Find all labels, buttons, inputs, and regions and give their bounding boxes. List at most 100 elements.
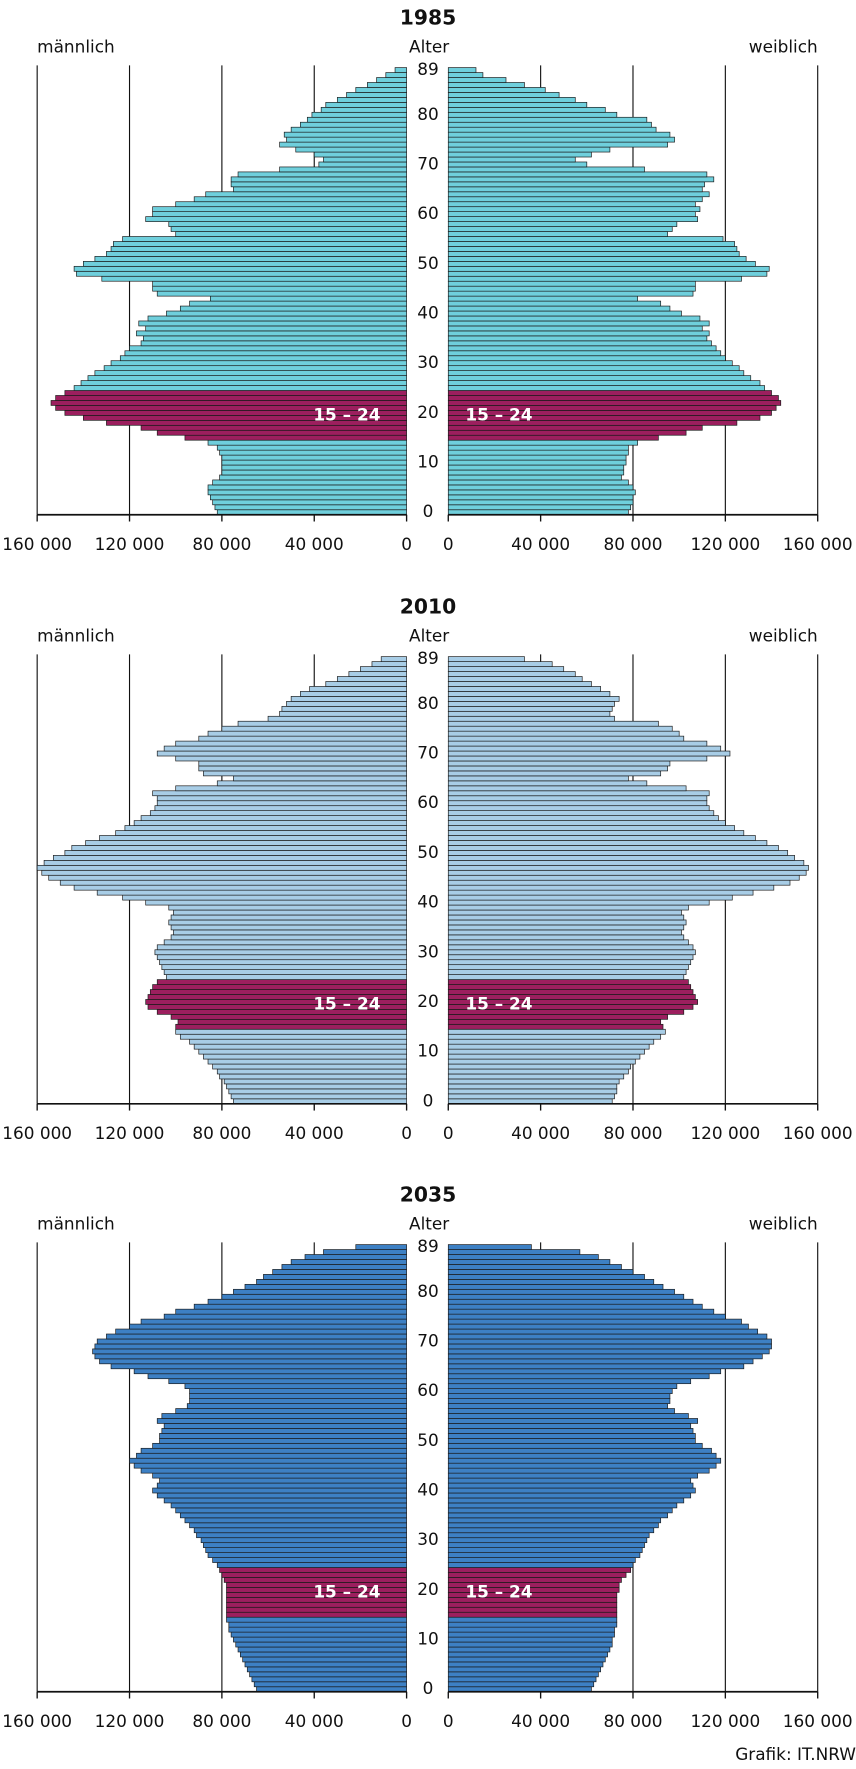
bar <box>447 934 685 941</box>
bar <box>212 499 407 506</box>
bar <box>447 1264 622 1270</box>
bar <box>96 889 407 896</box>
bar <box>447 216 698 222</box>
age-axis-title: Alter <box>409 1213 449 1233</box>
bar <box>447 87 546 93</box>
bar <box>170 924 407 931</box>
bar <box>447 191 710 198</box>
bar <box>210 494 407 501</box>
bar <box>64 390 407 396</box>
bar <box>170 1502 407 1509</box>
bar <box>233 1636 407 1643</box>
bar <box>376 77 407 83</box>
x-tick-label: 160 000 <box>2 534 72 554</box>
bar <box>447 121 652 128</box>
bar <box>447 1023 664 1030</box>
bar <box>43 860 407 866</box>
bar <box>168 221 407 227</box>
bar <box>166 974 407 980</box>
bar <box>447 67 477 73</box>
bar <box>447 845 779 851</box>
bar <box>447 1447 712 1454</box>
bar <box>447 1323 749 1330</box>
bar <box>140 424 407 431</box>
x-tick-label: 160 000 <box>2 1123 72 1143</box>
bar <box>175 785 407 792</box>
bar <box>447 1053 641 1060</box>
age-label: 60 <box>417 203 438 223</box>
bar <box>237 171 407 178</box>
bar <box>159 959 407 966</box>
bar <box>447 1048 645 1055</box>
bar <box>447 1636 613 1643</box>
bar <box>447 671 576 677</box>
bar <box>156 290 407 297</box>
bar <box>447 1681 595 1688</box>
bar <box>447 439 638 446</box>
bar <box>145 899 407 906</box>
bar <box>237 720 407 727</box>
bar <box>80 380 407 386</box>
bar <box>447 740 708 747</box>
bar <box>233 1288 407 1295</box>
bar <box>311 111 407 118</box>
bar <box>203 1053 407 1060</box>
age-label: 0 <box>423 1678 434 1698</box>
bar <box>237 1646 407 1653</box>
bar <box>447 825 735 831</box>
x-tick-label: 0 <box>443 1123 454 1143</box>
bar <box>210 295 407 302</box>
bar <box>447 1442 703 1449</box>
bar <box>94 1353 407 1360</box>
bar <box>447 1621 618 1628</box>
age-label: 30 <box>417 941 438 961</box>
bar <box>447 1398 671 1404</box>
bar <box>207 489 407 496</box>
bar <box>94 370 407 376</box>
bar <box>447 681 592 687</box>
pyramid-chart: 2035 Alter männlich 0 40 000 80 000 120 000 160… <box>2 1183 852 1731</box>
bar <box>230 1093 407 1100</box>
bar <box>156 795 407 802</box>
bar <box>447 325 703 332</box>
bar <box>447 1482 694 1489</box>
bar <box>447 780 648 787</box>
bar <box>161 964 407 970</box>
bar <box>447 889 754 896</box>
age-label: 20 <box>417 402 438 422</box>
bar <box>323 1249 407 1255</box>
bar <box>73 265 407 272</box>
bar <box>447 715 615 722</box>
bar <box>156 750 407 757</box>
bar <box>360 666 407 672</box>
bar <box>170 1014 407 1020</box>
bar <box>447 1368 722 1375</box>
bar <box>161 1413 407 1419</box>
legend-label: weiblich <box>749 1213 818 1233</box>
bar <box>189 1398 407 1404</box>
chart-title: 2010 <box>400 595 456 619</box>
bar <box>447 894 733 901</box>
bar <box>447 840 768 846</box>
bar <box>447 131 671 138</box>
bar <box>281 1264 407 1270</box>
bar <box>73 385 407 391</box>
bar <box>41 869 407 876</box>
bar <box>447 459 627 466</box>
bar <box>221 459 407 466</box>
bar <box>203 1542 407 1548</box>
bar <box>129 345 407 352</box>
bar <box>219 1567 407 1573</box>
bar <box>447 1388 673 1394</box>
bar <box>447 370 745 376</box>
bar <box>163 1497 407 1504</box>
bar <box>156 1418 407 1424</box>
bar <box>447 280 696 287</box>
age-label: 20 <box>417 991 438 1011</box>
bar <box>175 1507 407 1514</box>
bar <box>133 1368 407 1375</box>
bar <box>447 1303 703 1310</box>
bar <box>447 126 657 133</box>
bar <box>447 1274 645 1280</box>
